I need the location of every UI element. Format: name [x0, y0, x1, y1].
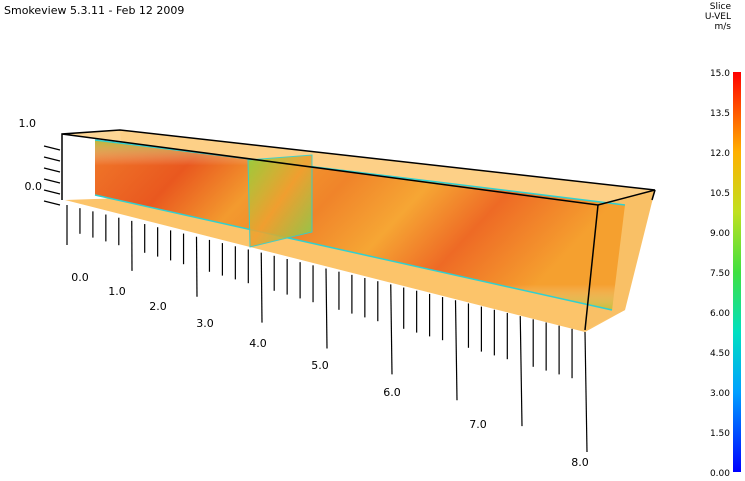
app-title: Smokeview 5.3.11 - Feb 12 2009: [4, 4, 184, 17]
ceiling: [62, 130, 655, 205]
x-tick-major: [260, 252, 263, 323]
colorbar-label: 13.5: [710, 109, 730, 119]
axis-ticks: [43, 145, 588, 453]
z-tick: [43, 167, 61, 173]
colorbar: [733, 72, 741, 472]
x-tick-major: [519, 316, 523, 427]
colorbar-labels: 15.0 13.5 12.0 10.5 9.00 7.50 6.00 4.50 3.00 1.50…: [710, 69, 730, 479]
colorbar-heading: Slice: [710, 2, 732, 12]
x-tick-major: [325, 268, 328, 349]
box-outline: [61, 129, 656, 331]
x-label: 3.0: [196, 317, 214, 330]
x-tick-major: [390, 284, 393, 375]
colorbar-label: 6.00: [710, 309, 730, 319]
x-label: 4.0: [249, 337, 267, 350]
colorbar-label: 1.50: [710, 429, 730, 439]
x-tick-major: [195, 236, 198, 297]
z-tick: [43, 189, 61, 195]
colorbar-label: 3.00: [710, 389, 730, 399]
colorbar-label: 4.50: [710, 349, 730, 359]
colorbar-heading: m/s: [715, 22, 732, 32]
velocity-slice-edge: [95, 140, 625, 310]
colorbar-label: 12.0: [710, 149, 730, 159]
x-label: 7.0: [469, 418, 487, 431]
cross-slice: [247, 154, 313, 248]
z-tick: [43, 145, 61, 151]
x-label: 5.0: [311, 359, 329, 372]
x-label: 0.0: [71, 271, 89, 284]
slice-edge: [94, 194, 613, 311]
slice-edge: [94, 139, 626, 206]
z-tick: [43, 200, 61, 206]
floor: [65, 198, 625, 332]
colorbar-label: 0.00: [710, 469, 730, 479]
colorbar-label: 15.0: [710, 69, 730, 79]
x-tick-major: [454, 300, 458, 401]
x-label: 1.0: [108, 285, 126, 298]
x-label: 2.0: [149, 300, 167, 313]
colorbar-label: 10.5: [710, 189, 730, 199]
z-label: 1.0: [19, 117, 37, 130]
x-tick-major: [584, 331, 588, 453]
colorbar-heading: U-VEL: [705, 12, 731, 22]
x-label: 8.0: [571, 456, 589, 469]
z-label: 0.0: [25, 180, 43, 193]
colorbar-label: 7.50: [710, 269, 730, 279]
x-labels: 0.0 1.0 2.0 3.0 4.0 5.0 6.0 7.0 8.0: [71, 271, 589, 469]
colorbar-label: 9.00: [710, 229, 730, 239]
x-label: 6.0: [383, 386, 401, 399]
z-tick: [43, 178, 61, 184]
z-tick: [43, 156, 61, 162]
